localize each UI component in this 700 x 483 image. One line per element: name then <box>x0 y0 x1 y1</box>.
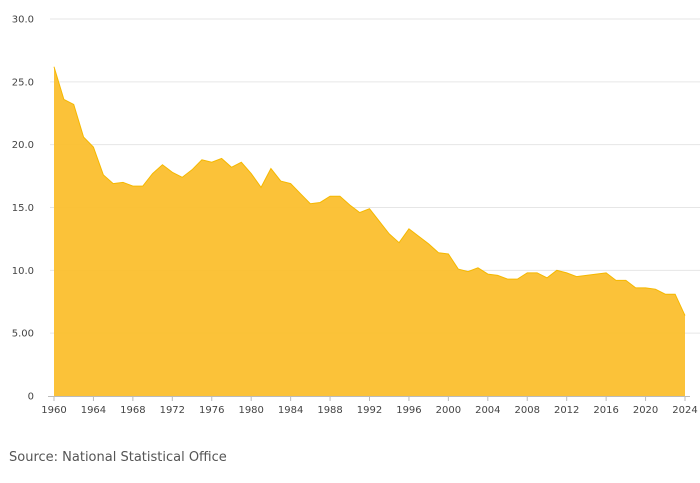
x-tick-label: 1972 <box>160 405 185 416</box>
area-chart: 1960 1964 1968 1972 1976 1980 1984 1988 1992 1996… <box>12 15 700 416</box>
data-area <box>53 66 686 396</box>
x-tick-label: 1988 <box>317 405 342 416</box>
x-tick-label: 1976 <box>199 405 224 416</box>
y-tick-label: 20.0 <box>12 140 34 151</box>
y-tick-label: 5.00 <box>12 329 34 340</box>
x-tick-label: 1992 <box>357 405 382 416</box>
x-tick-label: 1968 <box>120 405 145 416</box>
x-tick-label: 1960 <box>41 405 66 416</box>
y-tick-label: 0 <box>28 392 34 403</box>
y-tick-label: 15.0 <box>12 203 34 214</box>
x-tick-label: 2012 <box>554 405 579 416</box>
x-tick-label: 2020 <box>633 405 658 416</box>
x-tick-label: 2000 <box>436 405 461 416</box>
y-tick-label: 30.0 <box>12 15 34 26</box>
x-tick-label: 1984 <box>278 405 303 416</box>
x-tick-label: 1964 <box>81 405 106 416</box>
y-axis: 0 5.00 10.0 15.0 20.0 25.0 30.0 <box>12 15 34 403</box>
y-tick-label: 25.0 <box>12 77 34 88</box>
x-tick-label: 2008 <box>515 405 540 416</box>
x-tick-label: 2004 <box>475 405 500 416</box>
area-line <box>53 66 686 316</box>
source-note: Source: National Statistical Office <box>9 450 227 465</box>
y-tick-label: 10.0 <box>12 266 34 277</box>
x-axis: 1960 1964 1968 1972 1976 1980 1984 1988 1992 1996… <box>41 396 698 416</box>
x-tick-label: 2016 <box>593 405 618 416</box>
area-fill <box>54 66 685 396</box>
x-tick-label: 1996 <box>396 405 421 416</box>
x-tick-label: 1980 <box>238 405 263 416</box>
x-tick-label: 2024 <box>672 405 697 416</box>
